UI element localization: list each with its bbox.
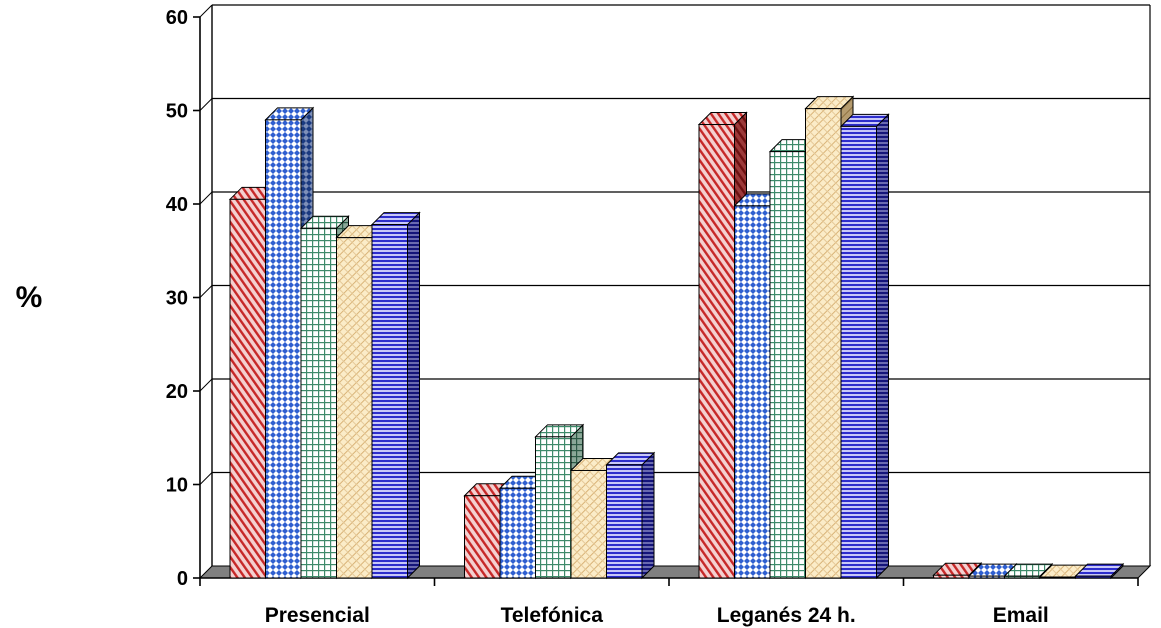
bar-front [840,125,877,579]
bar-front [805,108,842,579]
bar-front [968,575,1005,579]
bar-front [698,124,735,579]
x-category-label: Email [993,604,1049,627]
bar-front [499,487,536,579]
bar-front [300,227,337,579]
bar [839,113,890,580]
bar-front [570,469,607,579]
y-tick-label: 20 [166,381,188,403]
x-category-label: Presencial [265,604,370,627]
x-category-labels: Presencial Telefónica Leganés 24 h. Email [265,604,1049,627]
bar-front [769,151,806,579]
gridline-connector [199,4,213,18]
gridline-connector [199,472,213,485]
y-tick-label: 60 [166,7,188,29]
bars [228,95,1125,580]
bar [1074,562,1125,580]
x-category-label: Telefónica [501,604,604,627]
y-tick-label: 10 [166,475,188,497]
bar-front [1004,575,1041,579]
bar [605,451,656,580]
bar-front [606,464,643,579]
y-tick-label: 50 [166,101,188,123]
bar-front [734,205,771,579]
bar-front [1039,576,1076,579]
bar-front [229,198,266,579]
bar-front [371,224,408,579]
y-axis-label: % [16,281,43,314]
bar [534,423,585,580]
bar-side [876,113,889,580]
x-category-label: Leganés 24 h. [717,604,856,627]
gridline-connector [199,285,213,298]
bar-front [336,237,373,579]
y-tick-labels: 0 10 20 30 40 50 60 [166,7,200,590]
bar-front [535,436,572,579]
bar-side [407,211,420,580]
bar-front [933,574,970,579]
bar-front [265,119,302,579]
y-tick-label: 40 [166,194,188,216]
gridline-connector [199,98,213,111]
gridline-connector [199,378,213,392]
bar-side [641,451,655,580]
y-tick-label: 0 [177,568,188,590]
y-tick-label: 30 [166,288,188,310]
bar-front [1075,575,1112,579]
bar-front [464,495,501,579]
bar [370,211,421,580]
gridline-connector [199,191,213,205]
